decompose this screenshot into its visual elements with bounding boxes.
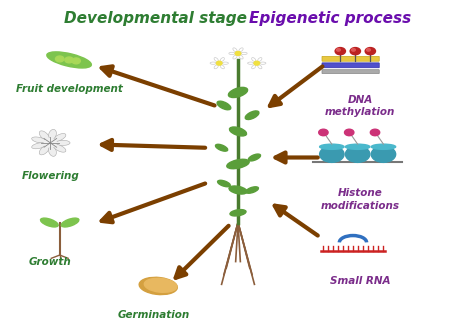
Circle shape [217,61,222,65]
Circle shape [350,48,360,55]
Circle shape [345,129,354,136]
Ellipse shape [239,48,243,52]
Ellipse shape [48,146,56,156]
Circle shape [235,51,241,55]
Ellipse shape [41,218,58,227]
Circle shape [337,49,340,51]
Ellipse shape [228,87,247,97]
Text: Germination: Germination [118,310,190,320]
Ellipse shape [229,127,246,136]
Ellipse shape [371,144,396,149]
Ellipse shape [371,146,396,162]
Text: DNA
methylation: DNA methylation [325,95,395,117]
Ellipse shape [252,65,256,69]
Ellipse shape [319,146,344,162]
Ellipse shape [214,58,218,61]
Ellipse shape [39,146,49,155]
Ellipse shape [247,62,254,64]
Ellipse shape [55,140,70,145]
Ellipse shape [319,144,344,149]
Ellipse shape [217,101,231,110]
Circle shape [365,48,375,55]
Circle shape [370,129,380,136]
Circle shape [335,48,346,55]
Text: Small RNA: Small RNA [330,276,390,286]
Ellipse shape [39,131,49,140]
Ellipse shape [222,62,228,64]
Text: Epigenetic process: Epigenetic process [249,11,411,26]
Text: Developmental stage: Developmental stage [64,11,247,26]
Ellipse shape [54,144,66,152]
Ellipse shape [260,62,266,64]
Ellipse shape [47,52,91,68]
Ellipse shape [227,159,249,169]
Ellipse shape [214,65,218,69]
Ellipse shape [229,186,247,194]
Ellipse shape [258,58,262,61]
Ellipse shape [220,58,224,61]
FancyBboxPatch shape [322,70,379,73]
Ellipse shape [229,52,235,54]
Ellipse shape [245,111,259,119]
Ellipse shape [54,133,66,141]
Circle shape [319,129,328,136]
Ellipse shape [239,55,243,59]
Circle shape [72,58,81,64]
Ellipse shape [230,210,246,216]
Ellipse shape [258,65,262,69]
Circle shape [352,49,356,51]
Text: Fruit development: Fruit development [16,84,122,94]
Ellipse shape [32,137,46,143]
Ellipse shape [246,187,258,193]
FancyBboxPatch shape [322,56,379,61]
Ellipse shape [346,146,370,162]
Circle shape [44,139,56,147]
Ellipse shape [32,143,46,149]
Text: Growth: Growth [29,257,72,267]
Circle shape [366,49,370,51]
Ellipse shape [248,154,261,161]
Circle shape [55,56,64,62]
Ellipse shape [346,144,370,149]
Text: Histone
modifications: Histone modifications [320,188,400,211]
Ellipse shape [252,58,256,61]
Ellipse shape [139,277,177,295]
Ellipse shape [210,62,216,64]
Ellipse shape [218,180,230,187]
Ellipse shape [241,52,247,54]
Ellipse shape [220,65,224,69]
Ellipse shape [61,218,79,227]
Circle shape [65,57,73,63]
Ellipse shape [48,129,56,140]
Ellipse shape [144,278,177,292]
Text: Flowering: Flowering [21,171,79,180]
FancyBboxPatch shape [322,63,379,68]
Ellipse shape [216,144,228,151]
Ellipse shape [233,55,237,59]
Ellipse shape [233,48,237,52]
Circle shape [254,61,260,65]
